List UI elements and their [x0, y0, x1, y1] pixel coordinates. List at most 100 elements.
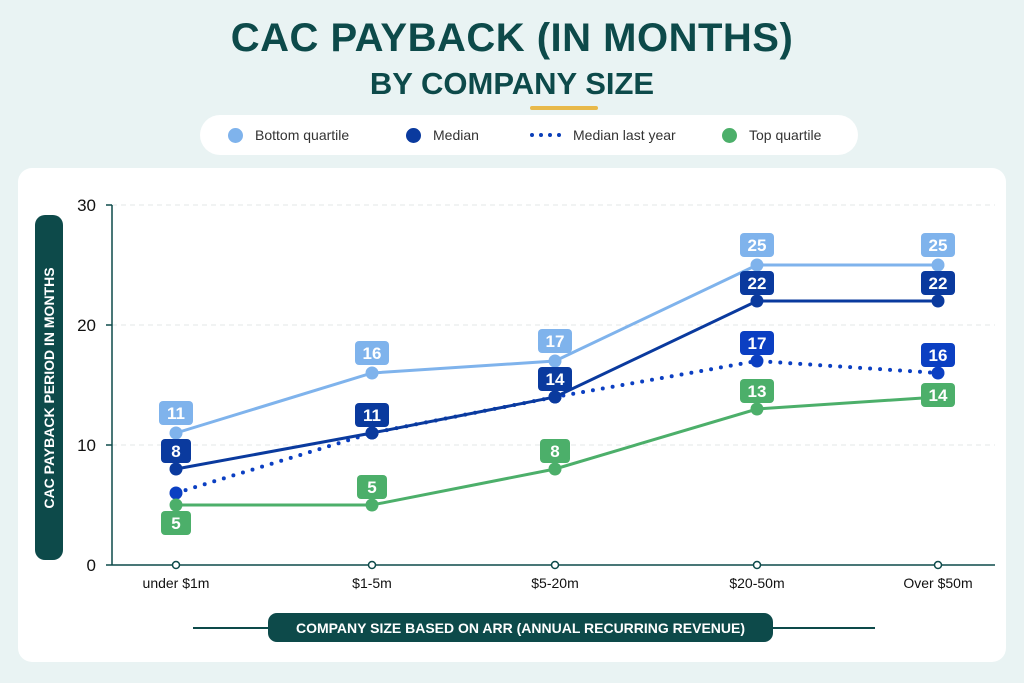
data-point [169, 498, 183, 512]
legend-item-top-quartile: Top quartile [722, 127, 821, 143]
x-tick-marker [171, 560, 181, 570]
data-point [750, 258, 764, 272]
data-point [931, 366, 945, 380]
data-point [750, 294, 764, 308]
legend: Bottom quartile Median Median last year … [200, 115, 858, 155]
data-label-text: 17 [546, 332, 565, 351]
legend-label: Median [433, 127, 479, 143]
data-label-box [357, 475, 387, 499]
y-tick-label: 10 [77, 436, 96, 455]
data-label-box [161, 511, 191, 535]
data-label-box [740, 331, 774, 355]
data-label-box [740, 271, 774, 295]
data-point [365, 426, 379, 440]
data-label-text: 14 [546, 370, 565, 389]
y-tick-label: 20 [77, 316, 96, 335]
data-label-box [355, 403, 389, 427]
x-tick-marker [367, 560, 377, 570]
data-label-box [740, 379, 774, 403]
data-point [169, 462, 183, 476]
data-label: 13 [740, 379, 774, 403]
data-point [750, 402, 764, 416]
data-label-text: 17 [748, 334, 767, 353]
data-label: 22 [740, 271, 774, 295]
data-point [931, 258, 945, 272]
y-tick-label: 0 [87, 556, 96, 575]
legend-label: Bottom quartile [255, 127, 350, 143]
data-label: 16 [355, 341, 389, 365]
legend-marker [406, 127, 421, 143]
data-label: 11 [159, 401, 193, 425]
data-label-text: 14 [929, 386, 948, 405]
data-label: 17 [538, 329, 572, 353]
legend-marker [228, 127, 243, 143]
data-point [365, 366, 379, 380]
chart-title: CAC PAYBACK (IN MONTHS) [230, 16, 794, 60]
data-label: 17 [740, 331, 774, 355]
data-label-text: 8 [550, 442, 559, 461]
data-label: 14 [538, 367, 572, 391]
data-label-text: 22 [929, 274, 948, 293]
data-label: 5 [161, 511, 191, 535]
data-label-text: 8 [171, 442, 180, 461]
data-point [750, 354, 764, 368]
data-point [169, 486, 183, 500]
data-point [548, 390, 562, 404]
legend-label: Top quartile [749, 127, 822, 143]
data-label: 8 [540, 439, 570, 463]
x-tick-label: Over $50m [903, 575, 972, 591]
x-label-rule-right [773, 627, 875, 629]
x-tick-label: under $1m [143, 575, 210, 591]
data-label-text: 11 [363, 406, 381, 425]
data-label: 22 [921, 271, 955, 295]
data-label-text: 25 [929, 236, 948, 255]
title-underline [530, 106, 598, 110]
data-label: 25 [921, 233, 955, 257]
x-label-rule-left [193, 627, 268, 629]
data-label-box [740, 233, 774, 257]
x-tick-marker [752, 560, 762, 570]
y-axis-label: CAC PAYBACK PERIOD IN MONTHS [35, 215, 63, 560]
legend-item-median: Median [406, 127, 479, 143]
data-label-text: 22 [748, 274, 767, 293]
legend-item-bottom-quartile: Bottom quartile [228, 127, 349, 143]
y-tick-label: 30 [77, 196, 96, 215]
data-label-text: 5 [367, 478, 376, 497]
data-label: 5 [357, 475, 387, 499]
data-label-text: 25 [748, 236, 767, 255]
data-label-box [159, 401, 193, 425]
data-point [365, 498, 379, 512]
x-axis-label: COMPANY SIZE BASED ON ARR (ANNUAL RECURR… [268, 613, 773, 642]
data-label-box [161, 439, 191, 463]
x-tick-label: $5-20m [531, 575, 578, 591]
x-tick-marker [933, 560, 943, 570]
data-label-text: 5 [171, 514, 180, 533]
data-label-box [921, 383, 955, 407]
data-label-box [538, 367, 572, 391]
data-label-text: 11 [167, 404, 185, 423]
data-label: 14 [921, 383, 955, 407]
legend-marker [722, 127, 737, 143]
legend-item-median-last-year: Median last year [530, 127, 676, 143]
legend-label: Median last year [573, 127, 676, 143]
data-label: 16 [921, 343, 955, 367]
data-point [931, 294, 945, 308]
data-label-box [921, 233, 955, 257]
x-tick-label: $1-5m [352, 575, 392, 591]
data-label-box [538, 329, 572, 353]
data-label-box [355, 341, 389, 365]
data-label: 11 [355, 403, 389, 427]
data-label-text: 16 [929, 346, 948, 365]
data-label-box [921, 343, 955, 367]
legend-marker-dotted [530, 133, 561, 137]
data-label-box [921, 271, 955, 295]
data-point [548, 354, 562, 368]
data-label-box [540, 439, 570, 463]
x-tick-label: $20-50m [729, 575, 784, 591]
data-point [169, 426, 183, 440]
x-tick-marker [550, 560, 560, 570]
data-point [548, 462, 562, 476]
data-label-text: 16 [363, 344, 382, 363]
data-label: 8 [161, 439, 191, 463]
